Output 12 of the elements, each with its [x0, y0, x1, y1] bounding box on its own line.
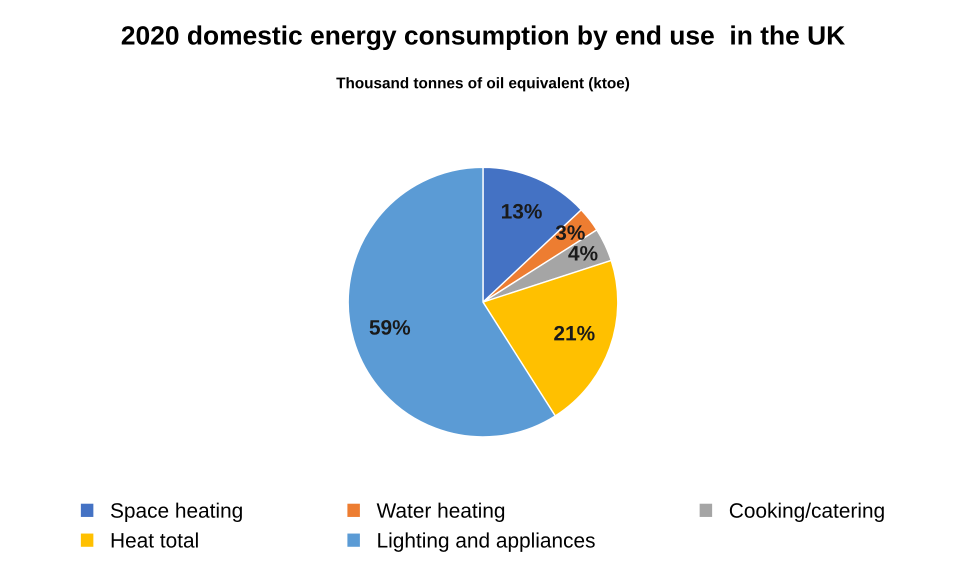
data-label: 13% [502, 204, 542, 219]
legend-label: Water heating [376, 502, 504, 522]
data-label: 4% [568, 246, 598, 261]
chart-title: 2020 domestic energy consumption by end use in the UK [122, 25, 845, 50]
legend-label: Space heating [110, 502, 242, 522]
data-label: 3% [556, 225, 585, 240]
data-label: 59% [370, 320, 410, 335]
legend-label: Heat total [112, 532, 198, 548]
data-label: 21% [554, 326, 595, 341]
legend-label: Cooking/catering [730, 502, 884, 522]
legend-label: Lighting and appliances [378, 532, 595, 552]
chart-subtitle: Thousand tonnes of oil equivalent (ktoe) [336, 77, 630, 92]
